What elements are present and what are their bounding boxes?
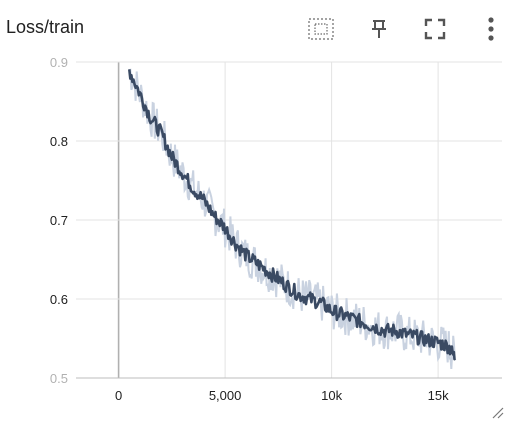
fullscreen-button[interactable] bbox=[420, 14, 450, 44]
y-tick-label: 0.5 bbox=[50, 371, 68, 386]
x-tick-label: 5,000 bbox=[209, 388, 242, 403]
plot-area[interactable]: 0 5,000 10k 15k 0.5 0.6 0.7 0.8 0.9 bbox=[0, 50, 519, 427]
y-tick-label: 0.6 bbox=[50, 292, 68, 307]
x-tick-label: 15k bbox=[428, 388, 449, 403]
x-tick-label: 0 bbox=[115, 388, 122, 403]
more-vert-icon bbox=[488, 17, 494, 41]
x-tick-label: 10k bbox=[321, 388, 342, 403]
fit-domain-icon bbox=[308, 18, 334, 40]
pin-icon bbox=[371, 19, 387, 39]
y-tick-label: 0.8 bbox=[50, 134, 68, 149]
pin-button[interactable] bbox=[364, 14, 394, 44]
more-options-button[interactable] bbox=[476, 14, 506, 44]
fullscreen-icon bbox=[424, 18, 446, 40]
fit-domain-button[interactable] bbox=[306, 14, 336, 44]
resize-icon bbox=[492, 407, 504, 419]
y-tick-label: 0.9 bbox=[50, 55, 68, 70]
smoothed-loss-line bbox=[128, 69, 457, 361]
loss-chart[interactable]: 0 5,000 10k 15k 0.5 0.6 0.7 0.8 0.9 bbox=[0, 50, 519, 427]
raw-loss-line bbox=[128, 68, 456, 369]
resize-handle[interactable] bbox=[490, 405, 504, 419]
y-tick-label: 0.7 bbox=[50, 213, 68, 228]
chart-title: Loss/train bbox=[6, 17, 85, 37]
